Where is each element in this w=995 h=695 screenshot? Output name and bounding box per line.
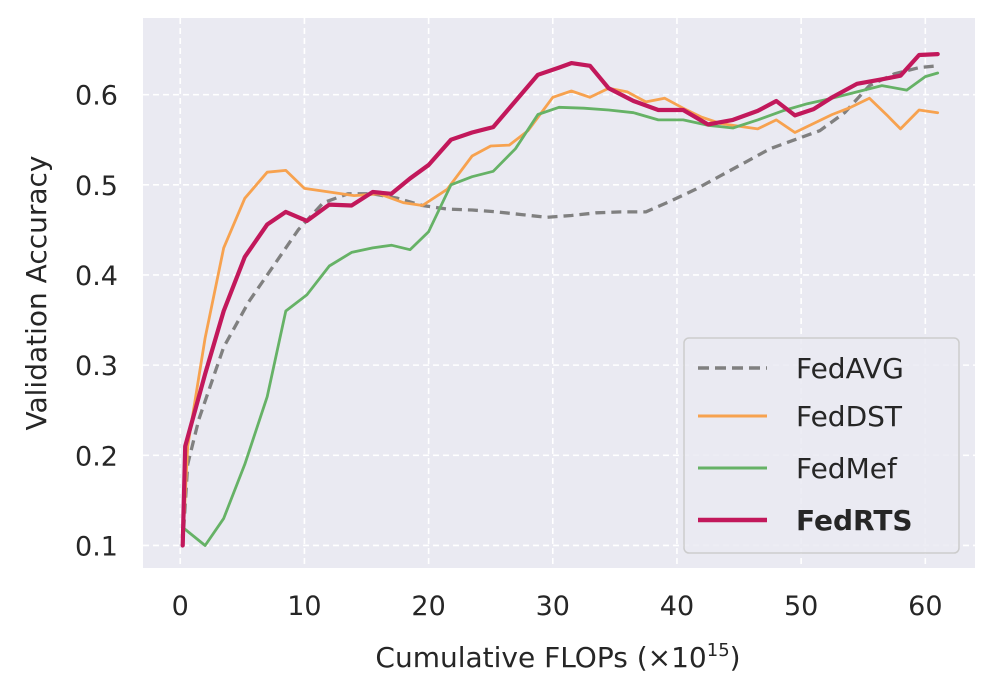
legend-label-fedrts: FedRTS — [796, 504, 913, 537]
x-tick-label: 20 — [411, 591, 445, 622]
y-tick-label: 0.1 — [75, 531, 118, 562]
y-tick-labels: 0.1 0.2 0.3 0.4 0.5 0.6 — [75, 81, 118, 563]
y-tick-label: 0.2 — [75, 441, 118, 472]
x-tick-label: 60 — [908, 591, 942, 622]
x-axis-label-superscript: 15 — [707, 640, 730, 661]
x-axis-label: Cumulative FLOPs (×1015) — [375, 640, 740, 674]
series-line-fedavg — [181, 64, 938, 546]
x-tick-labels: 0 10 20 30 40 50 60 — [172, 591, 943, 622]
series-line-feddst — [181, 86, 940, 547]
x-tick-label: 40 — [660, 591, 694, 622]
x-tick-label: 30 — [536, 591, 570, 622]
legend-label-fedmef: FedMef — [796, 452, 898, 485]
y-tick-label: 0.5 — [75, 171, 118, 202]
y-tick-label: 0.3 — [75, 351, 118, 382]
y-axis-label: Validation Accuracy — [20, 156, 53, 431]
x-axis-label-suffix: ) — [730, 641, 741, 674]
x-tick-label: 50 — [784, 591, 818, 622]
x-tick-label: 0 — [172, 591, 189, 622]
x-tick-label: 10 — [287, 591, 321, 622]
x-axis-label-main: Cumulative FLOPs (×10 — [375, 641, 706, 674]
legend-box — [683, 337, 960, 554]
y-tick-label: 0.4 — [75, 261, 118, 292]
series-line-fedmef — [181, 71, 940, 547]
y-tick-label: 0.6 — [75, 81, 118, 112]
legend: FedAVG FedDST FedMef FedRTS — [683, 337, 960, 554]
legend-label-feddst: FedDST — [796, 400, 903, 433]
legend-label-fedavg: FedAVG — [796, 352, 904, 385]
series-layer — [180, 51, 940, 548]
series-line-fedrts — [180, 51, 940, 548]
